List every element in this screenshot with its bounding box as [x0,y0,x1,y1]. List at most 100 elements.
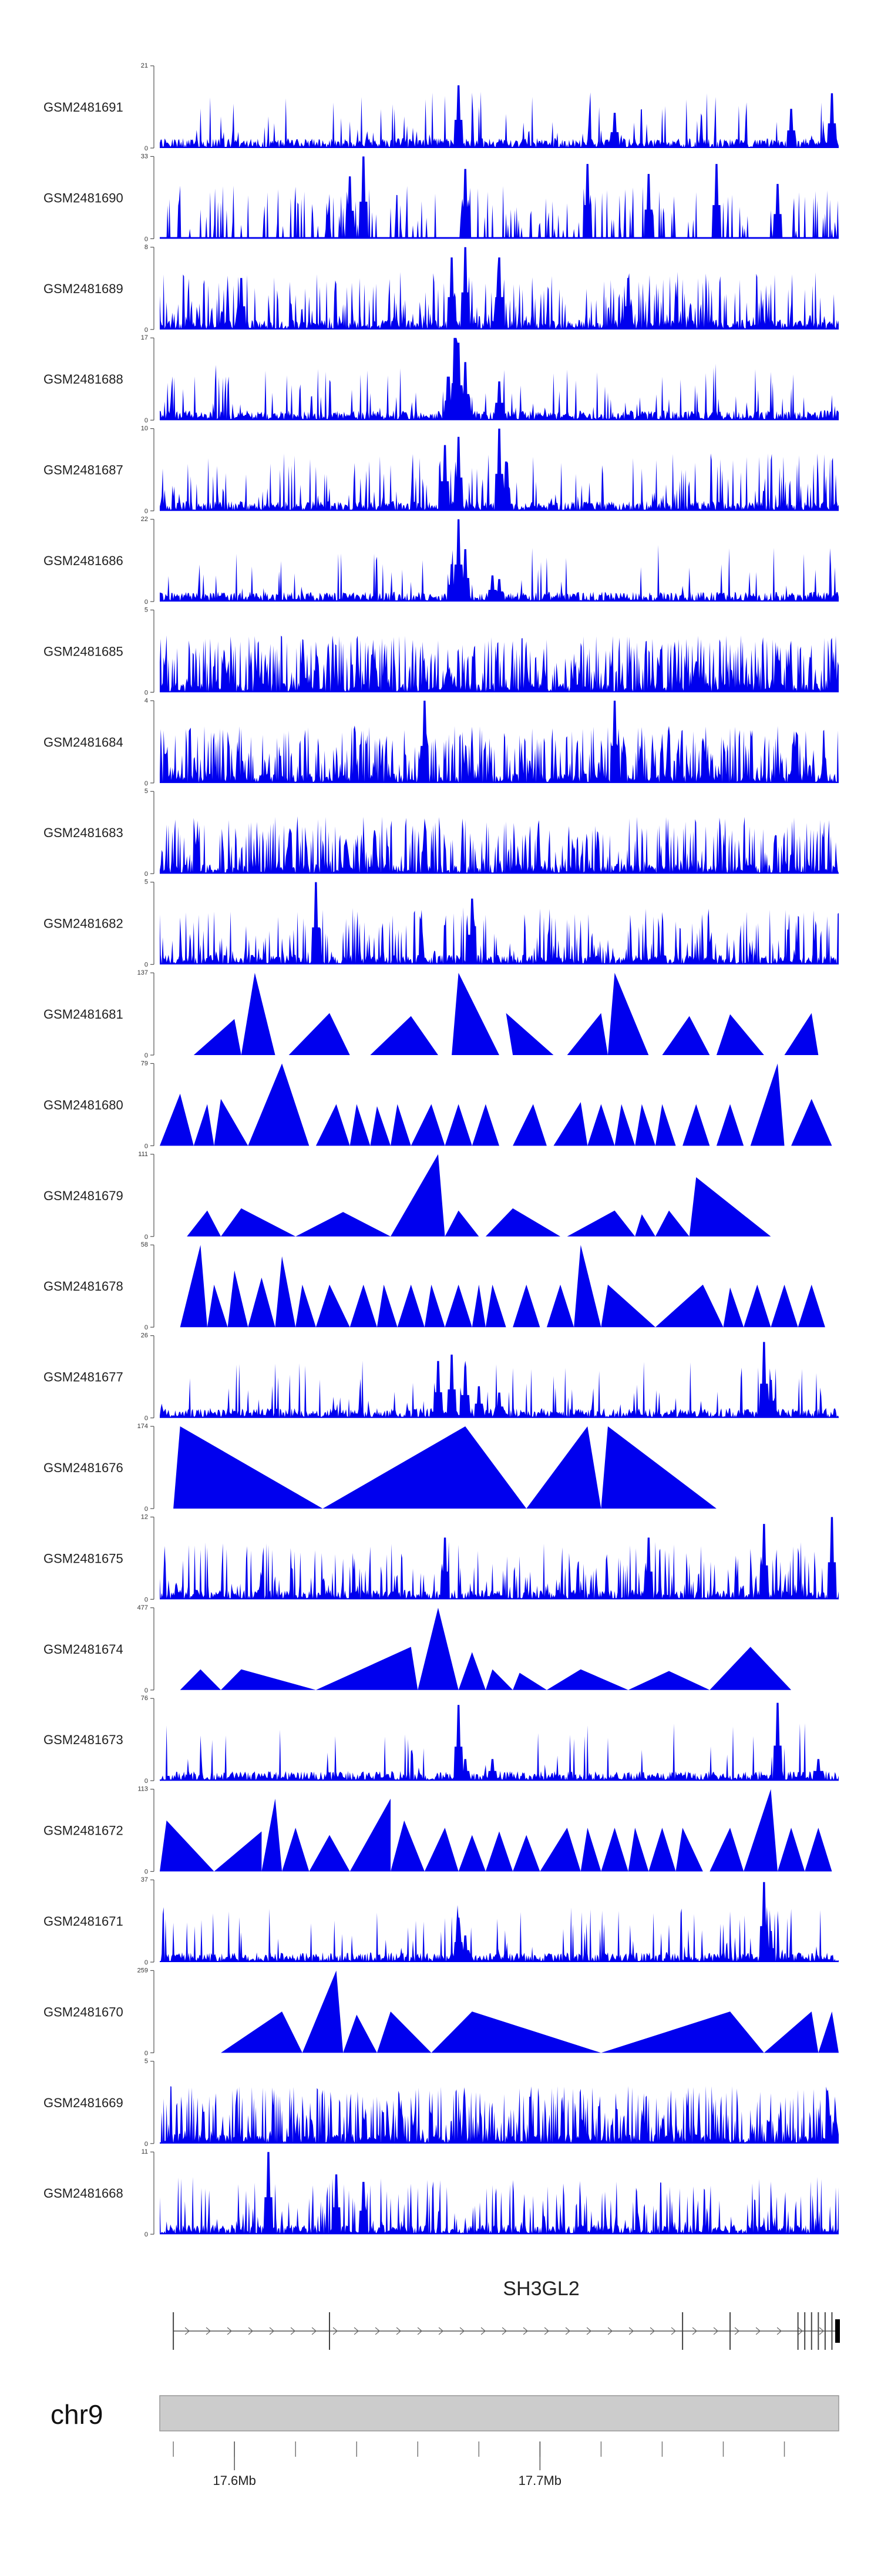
coverage-peak-19 [750,1063,785,1146]
coverage-area [160,156,839,239]
coverage-area [160,1517,839,1600]
coverage-peak-5 [601,2011,764,2053]
y-tick-label-min: 0 [144,962,148,969]
strand-chevron [628,2327,634,2335]
coverage-peak-10 [513,1835,540,1872]
y-tick-label-max: 10 [141,425,148,432]
coverage-peak-6 [391,1820,425,1872]
track-label: GSM2481690 [43,190,123,205]
coverage-peak-15 [648,1828,676,1872]
strand-chevron [776,2327,782,2335]
track-label: GSM2481669 [43,2095,123,2110]
coverage-baseline [160,2142,839,2144]
coverage-peak-9 [716,1014,764,1055]
coverage-peak-2 [214,1099,248,1146]
coverage-peak-6 [567,1210,635,1237]
strand-chevron [332,2327,338,2335]
y-tick-label-max: 21 [141,62,148,69]
track-label: GSM2481685 [43,644,123,659]
coverage-baseline [160,1416,839,1418]
coverage-peak-4 [445,1210,479,1237]
coverage-peak-0 [180,1669,221,1690]
coverage-peak-9 [445,1104,472,1146]
coverage-peak-0 [160,1093,194,1146]
coverage-baseline [160,147,839,148]
track-GSM2481686: GSM2481686 22 0 [43,516,839,606]
coverage-peak-22 [798,1284,825,1328]
coverage-baseline [160,1598,839,1600]
coverage-baseline [160,781,839,783]
coverage-peak-6 [513,1672,547,1690]
y-tick-label-min: 0 [144,1687,148,1694]
y-tick-label-max: 37 [141,1876,148,1883]
y-tick-label-min: 0 [144,871,148,878]
coverage-peak-2 [526,1426,601,1509]
coverage-peak-3 [282,1828,310,1872]
track-GSM2481669: GSM2481669 5 0 [43,2058,839,2148]
strand-chevron [586,2327,592,2335]
coverage-peak-6 [315,1284,350,1328]
coverage-peak-8 [411,1104,445,1146]
coverage-area [160,338,839,421]
coverage-baseline [160,872,839,874]
coverage-peak-17 [709,1828,744,1872]
coverage-baseline [160,237,839,239]
strand-chevron [184,2327,190,2335]
coverage-baseline [160,691,839,693]
y-tick-label-min: 0 [144,1324,148,1331]
coverage-peak-5 [349,1104,371,1146]
track-label: GSM2481672 [43,1823,123,1838]
coverage-peak-14 [628,1828,649,1872]
strand-chevron [480,2327,486,2335]
coverage-peak-2 [227,1270,248,1328]
coverage-peak-1 [193,1104,214,1146]
coverage-peak-1 [241,973,275,1055]
strand-chevron [544,2327,550,2335]
y-tick-label-min: 0 [144,1596,148,1603]
coverage-peak-10 [424,1284,445,1328]
coverage-peak-16 [675,1828,703,1872]
y-tick-label-min: 0 [144,508,148,515]
coverage-peak-15 [546,1284,574,1328]
coverage-peak-12 [580,1828,601,1872]
coverage-peak-9 [709,1647,792,1690]
coverage-peak-0 [173,1426,323,1509]
coverage-baseline [160,2233,839,2235]
y-tick-label-min: 0 [144,689,148,696]
track-GSM2481690: GSM2481690 33 0 [43,153,839,243]
coverage-peak-16 [574,1245,601,1328]
coverage-peak-4 [315,1104,350,1146]
coverage-peak-8 [458,1835,486,1872]
gene-end-block [835,2319,840,2343]
coverage-peak-2 [315,1647,418,1690]
coverage-peak-10 [784,1013,819,1055]
y-tick-label-max: 26 [141,1332,148,1339]
coverage-peak-6 [764,2011,819,2053]
coverage-peak-19 [723,1287,744,1328]
coverage-peak-11 [513,1104,547,1146]
coverage-peak-1 [302,1970,344,2053]
coverage-peak-4 [275,1256,296,1328]
coverage-peak-10 [472,1104,499,1146]
coverage-area [160,1702,839,1781]
coverage-peak-4 [458,1652,486,1690]
track-GSM2481677: GSM2481677 26 0 [43,1332,839,1422]
track-label: GSM2481671 [43,1914,123,1929]
track-label: GSM2481675 [43,1551,123,1566]
strand-chevron [459,2327,465,2335]
coverage-peak-18 [716,1104,744,1146]
strand-chevron [502,2327,507,2335]
y-tick-label-min: 0 [144,1869,148,1876]
y-tick-label-min: 0 [144,2050,148,2057]
coverage-peak-0 [160,1820,214,1872]
track-label: GSM2481673 [43,1732,123,1747]
y-tick-label-max: 174 [137,1423,148,1430]
track-label: GSM2481687 [43,463,123,478]
track-GSM2481674: GSM2481674 477 0 [43,1604,792,1694]
track-label: GSM2481684 [43,735,123,750]
track-GSM2481673: GSM2481673 76 0 [43,1695,839,1785]
y-tick-label-max: 76 [141,1695,148,1702]
track-label: GSM2481677 [43,1370,123,1385]
